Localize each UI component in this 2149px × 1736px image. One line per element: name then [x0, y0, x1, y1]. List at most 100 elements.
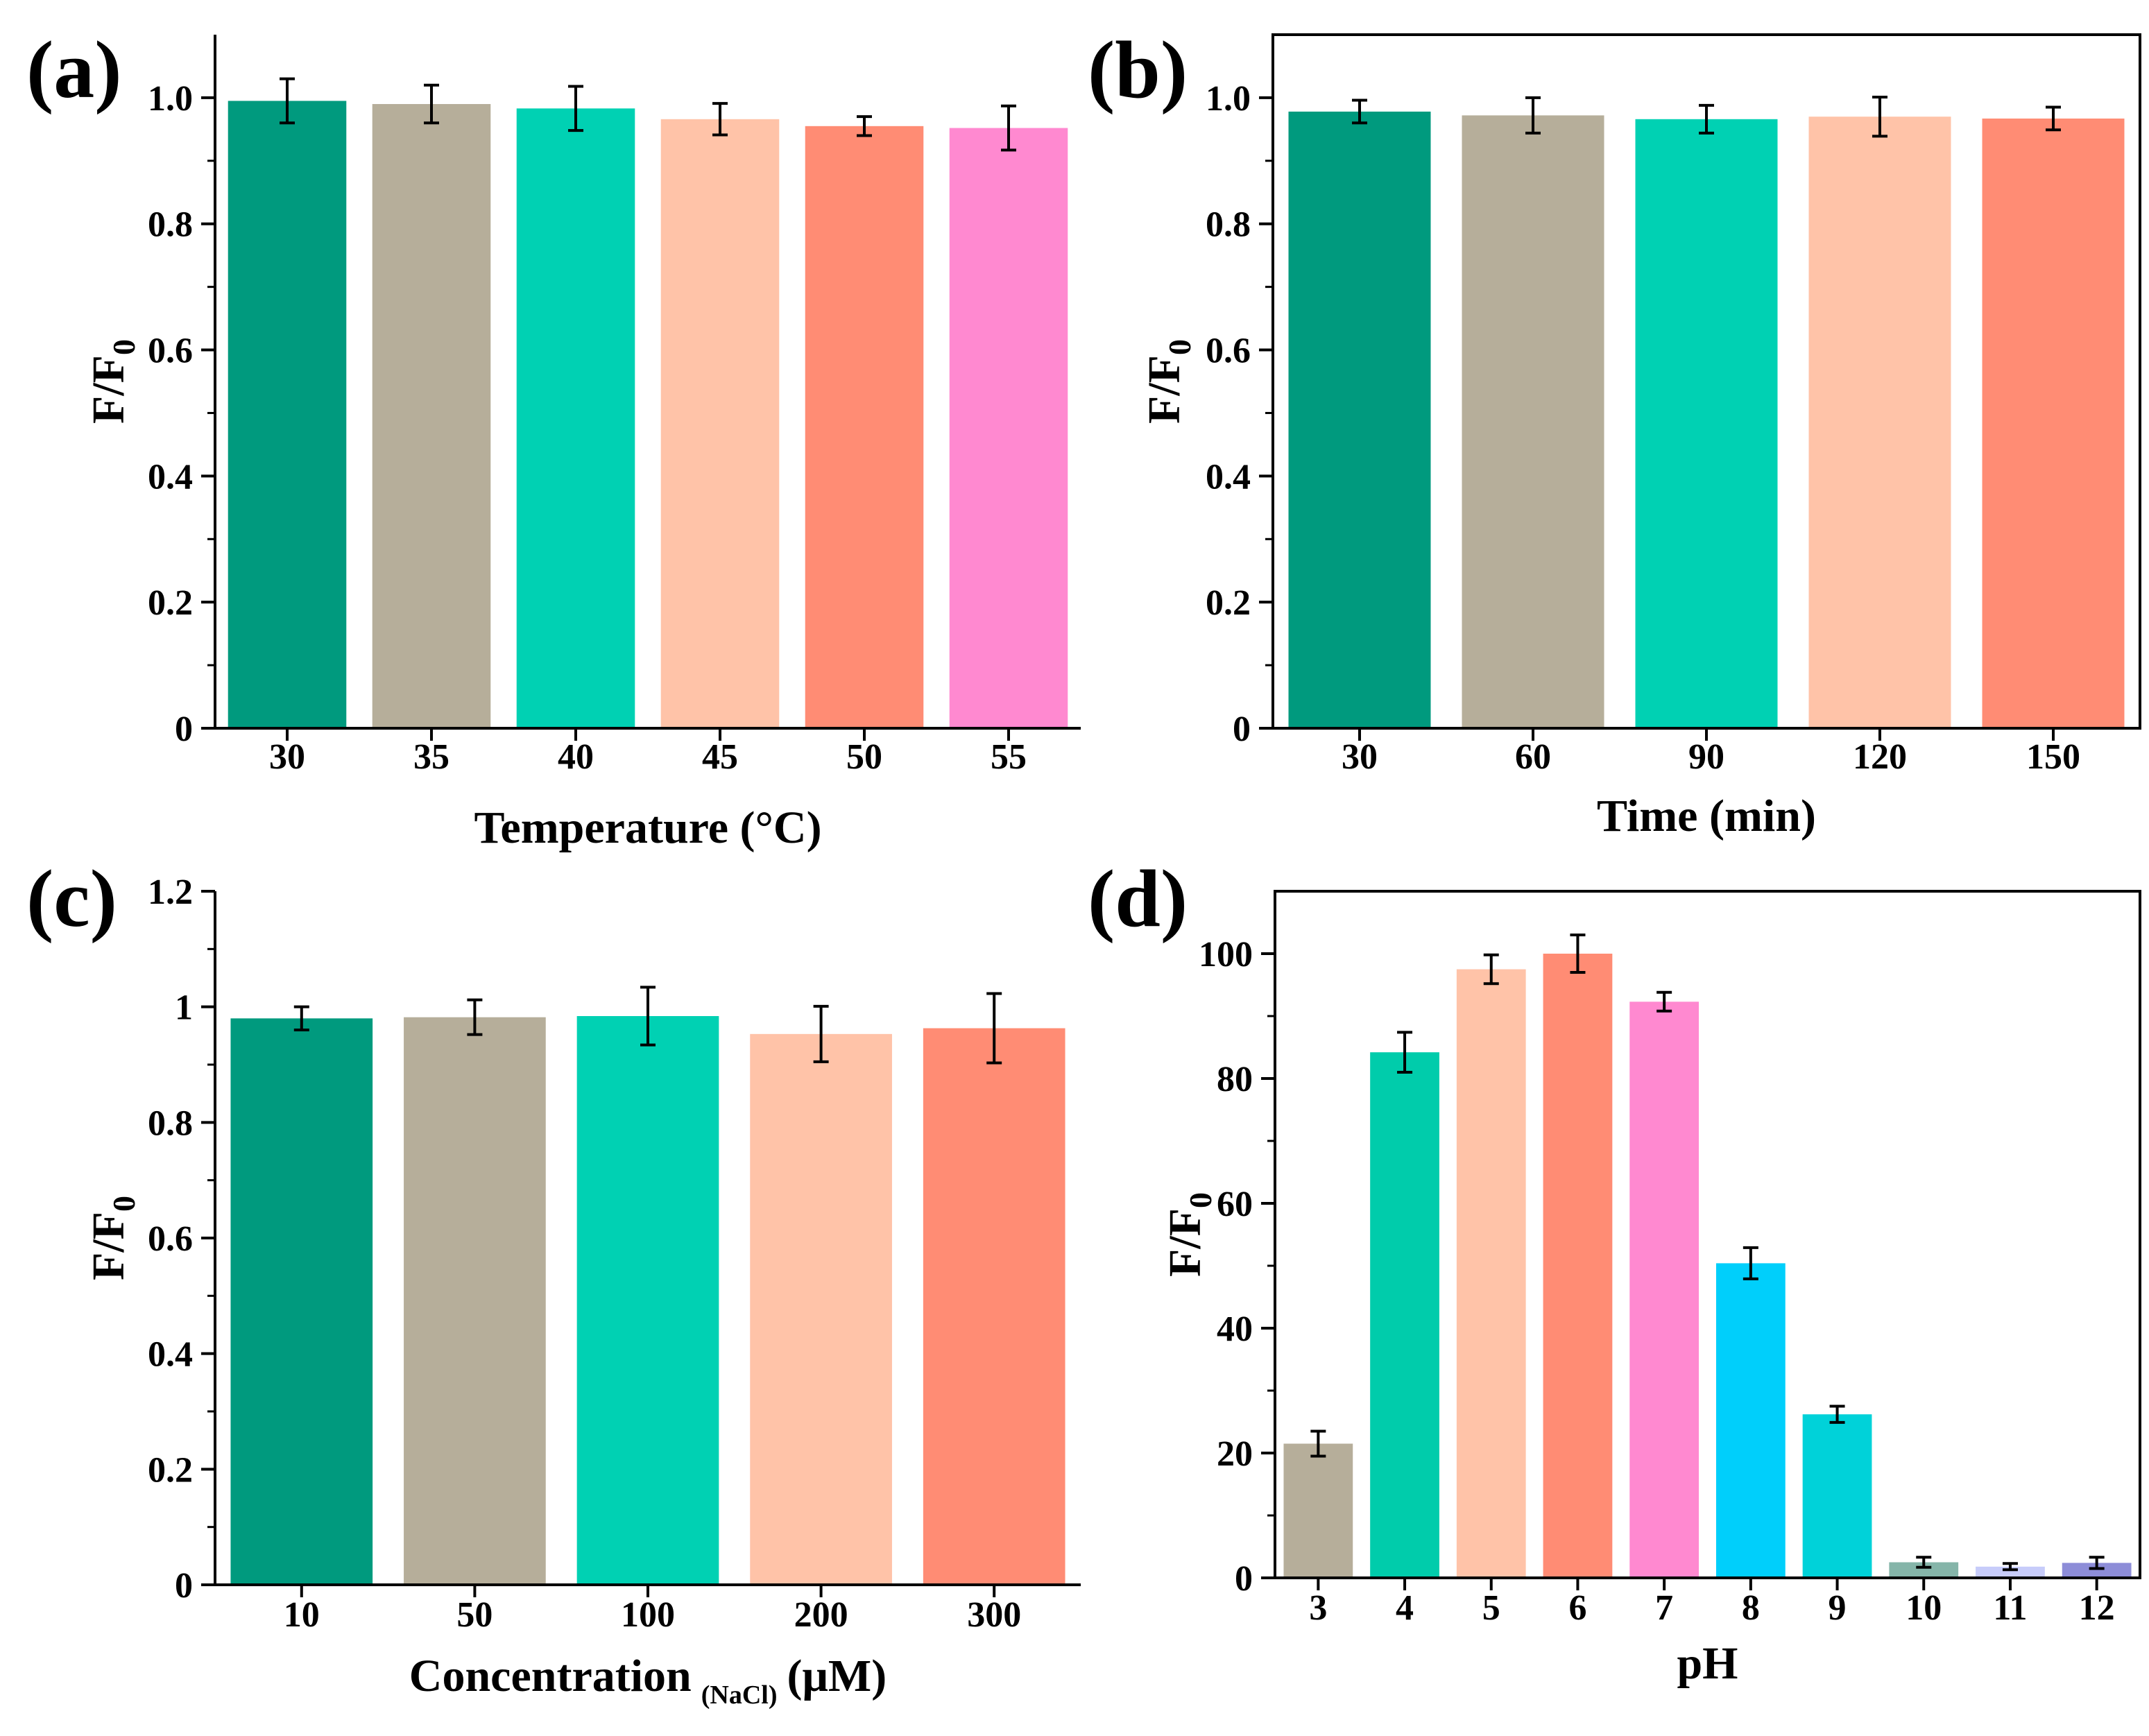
y-tick-label: 0.4: [148, 457, 193, 497]
error-bar: [1916, 1556, 1932, 1569]
bar: [404, 1017, 546, 1585]
x-tick-label: 50: [456, 1595, 493, 1635]
y-tick-label: 1.0: [1206, 79, 1251, 119]
y-tick-label: 1: [175, 988, 193, 1028]
y-tick-label: 40: [1217, 1309, 1253, 1349]
x-tick-label: 100: [621, 1595, 675, 1635]
x-tick-label: 50: [846, 737, 882, 777]
x-tick-label: 30: [269, 737, 305, 777]
x-tick-label: 3: [1309, 1588, 1327, 1628]
panel-c: (c) 10 50 100 200 300 0 0.2 0.4 0.6 0.8 1 1.2 Concent…: [26, 853, 1081, 1710]
bar: [372, 104, 491, 728]
y-tick-label: 0.6: [148, 332, 193, 371]
x-tick-label: 35: [413, 737, 450, 777]
x-axis-title: Concentration (NaCl) (μM): [409, 1651, 887, 1710]
y-tick-label: 0.6: [1206, 332, 1251, 371]
y-tick-label: 0.4: [148, 1335, 193, 1375]
bar: [750, 1033, 892, 1585]
y-tick-label: 0.2: [148, 583, 193, 623]
y-tick-label: 0.2: [148, 1450, 193, 1490]
bar: [1889, 1562, 1959, 1578]
bar: [230, 1018, 373, 1585]
y-axis-title-sub: 0: [1183, 1192, 1218, 1208]
error-bar: [986, 992, 1002, 1065]
error-bar: [2046, 105, 2061, 132]
panel-b: (b) 30 60 90 120 150 0 0.2 0.4 0.6 0.8 1.0 Time (min…: [1088, 24, 2141, 841]
y-tick-label: 1.0: [148, 79, 193, 119]
axes: [1274, 890, 2141, 1579]
x-tick-label: 5: [1482, 1588, 1500, 1628]
x-tick-label: 6: [1568, 1588, 1586, 1628]
x-tick-label: 10: [284, 1595, 320, 1635]
y-tick-label: 1.2: [148, 873, 193, 912]
bar: [949, 128, 1068, 728]
bar: [1976, 1566, 2045, 1578]
bar: [516, 108, 635, 728]
bar: [1283, 1443, 1353, 1578]
error-bar: [1743, 1246, 1758, 1280]
y-tick-label: 20: [1217, 1434, 1253, 1474]
error-bar: [2089, 1556, 2105, 1570]
x-tick-label: 12: [2079, 1588, 2115, 1628]
x-tick-label: 7: [1655, 1588, 1673, 1628]
axes: [214, 35, 1081, 730]
x-tick-label: 300: [967, 1595, 1021, 1635]
x-tick-label: 60: [1515, 737, 1551, 777]
bar: [2062, 1563, 2132, 1578]
x-axis-title: Temperature (°C): [474, 802, 821, 853]
x-axis-title-main: Concentration: [409, 1651, 692, 1701]
y-tick-label: 0.8: [1206, 205, 1251, 245]
error-bar: [2002, 1562, 2018, 1572]
bar: [923, 1028, 1065, 1585]
y-axis-title: F/F0: [83, 339, 142, 424]
error-bar: [1656, 990, 1672, 1013]
error-bar: [1310, 1429, 1326, 1458]
bar: [1715, 1263, 1786, 1578]
error-bar: [1570, 934, 1586, 974]
error-bar: [424, 83, 439, 125]
x-tick-label: 55: [991, 737, 1027, 777]
error-bar: [1525, 96, 1541, 135]
y-axis-title: F/F0: [1139, 339, 1197, 424]
y-axis-title: F/F0: [83, 1196, 142, 1280]
panel-label: (c): [26, 853, 117, 944]
x-axis-title-unit: (μM): [787, 1651, 887, 1701]
bar: [805, 126, 924, 728]
y-axis-title: F/F0: [1160, 1192, 1218, 1277]
error-bar: [813, 1004, 829, 1063]
bar: [660, 119, 780, 728]
y-tick-label: 80: [1217, 1060, 1253, 1099]
error-bar: [712, 102, 728, 137]
error-bar: [857, 115, 872, 137]
x-tick-label: 30: [1342, 737, 1378, 777]
error-bar: [1001, 104, 1016, 152]
bar: [576, 1016, 719, 1585]
y-axis-title-main: F/F: [1139, 355, 1190, 424]
bar: [228, 101, 347, 729]
bar: [1462, 115, 1604, 728]
x-tick-label: 9: [1829, 1588, 1847, 1628]
error-bar: [1397, 1031, 1413, 1074]
x-tick-label: 90: [1688, 737, 1724, 777]
x-tick-label: 11: [1993, 1588, 2027, 1628]
y-axis-title-main: F/F: [83, 1212, 134, 1280]
x-axis-title-sub: (NaCl): [701, 1681, 778, 1710]
y-tick-label: 0.6: [148, 1219, 193, 1259]
y-axis-title-sub: 0: [106, 339, 142, 355]
panel-a: (a) 30 35 40 45 50 55 0 0.2 0.4 0.6 0.8 1.0 Temperatu…: [26, 24, 1081, 853]
x-tick-label: 8: [1742, 1588, 1760, 1628]
error-bar: [1872, 96, 1887, 138]
x-axis-title: pH: [1677, 1638, 1738, 1689]
y-tick-label: 100: [1199, 935, 1253, 974]
y-tick-label: 0.8: [148, 1103, 193, 1143]
bar: [1982, 118, 2125, 729]
error-bar: [293, 1005, 309, 1031]
error-bar: [1352, 98, 1367, 125]
panel-label: (b): [1088, 24, 1188, 115]
x-tick-label: 4: [1396, 1588, 1414, 1628]
y-axis-title-sub: 0: [106, 1196, 142, 1212]
x-tick-label: 200: [794, 1595, 848, 1635]
y-tick-label: 0: [1233, 710, 1251, 749]
